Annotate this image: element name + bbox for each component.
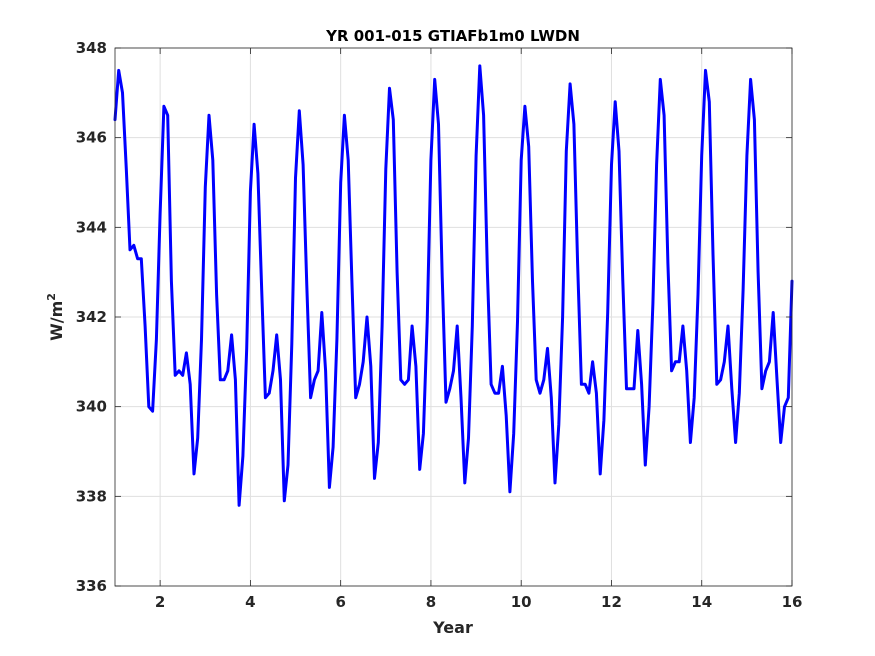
y-axis-label-superscript: 2: [45, 293, 58, 301]
y-tick-label: 348: [76, 39, 107, 57]
y-tick-label: 344: [76, 218, 107, 236]
x-tick-labels: 2 4 6 8 10 12 14 16: [155, 593, 803, 611]
x-tick-label: 12: [601, 593, 622, 611]
chart-title: YR 001-015 GTIAFb1m0 LWDN: [325, 27, 580, 45]
y-tick-label: 338: [76, 487, 107, 505]
y-tick-label: 336: [76, 577, 107, 595]
x-tick-label: 16: [782, 593, 803, 611]
y-tick-labels: 336 338 340 342 344 346 348: [76, 39, 107, 595]
x-tick-label: 2: [155, 593, 165, 611]
y-tick-label: 342: [76, 308, 107, 326]
axis-ticks: [115, 47, 793, 587]
x-tick-label: 10: [511, 593, 532, 611]
x-tick-label: 6: [335, 593, 345, 611]
x-tick-label: 8: [426, 593, 436, 611]
x-tick-label: 14: [691, 593, 712, 611]
series-line: [113, 64, 794, 507]
x-axis-label: Year: [432, 618, 473, 637]
y-axis-label-text: W/m: [47, 301, 66, 341]
y-tick-label: 340: [76, 398, 107, 416]
y-axis-label: W/m2: [45, 293, 66, 341]
series-layer: [113, 64, 794, 507]
x-tick-label: 4: [245, 593, 255, 611]
y-tick-label: 346: [76, 129, 107, 147]
